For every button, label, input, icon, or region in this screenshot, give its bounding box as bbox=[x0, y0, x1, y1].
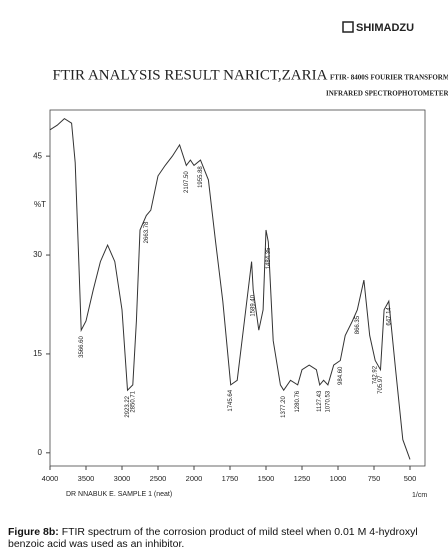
peak-label: 2923.22 bbox=[125, 395, 131, 417]
peak-label: 1070.53 bbox=[325, 390, 331, 412]
peak-label: 1745.64 bbox=[228, 389, 234, 411]
peak-label: 2107.50 bbox=[184, 171, 190, 193]
peak-label: 1280.76 bbox=[295, 390, 301, 412]
peak-label: 1484.35 bbox=[266, 247, 272, 269]
peak-label: 647.14 bbox=[386, 307, 392, 326]
sample-label: DR NNABUK E. SAMPLE 1 (neat) bbox=[66, 491, 172, 498]
plot-frame bbox=[49, 109, 426, 467]
peak-label: 866.35 bbox=[355, 315, 361, 334]
x-tick-label: 3000 bbox=[114, 474, 131, 483]
chart-title: FTIR ANALYSIS RESULT NARICT,ZARIA bbox=[53, 67, 328, 83]
peak-label: 3566.60 bbox=[79, 336, 85, 358]
x-tick-label: 3500 bbox=[78, 474, 95, 483]
x-tick-label: 2500 bbox=[150, 474, 167, 483]
chart: SHIMADZU FTIR ANALYSIS RESULT NARICT,ZAR… bbox=[33, 21, 448, 499]
caption-label: Figure 8b: bbox=[8, 526, 59, 538]
y-axis-label: %T bbox=[34, 200, 46, 209]
x-tick-label: 2000 bbox=[186, 474, 203, 483]
x-tick-label: 1750 bbox=[222, 474, 239, 483]
instrument: FTIR- 8400S FOURIER TRANSFORM bbox=[330, 74, 448, 82]
instrument: INFRARED SPECTROPHOTOMETER bbox=[326, 90, 448, 98]
peak-label: 1127.43 bbox=[317, 390, 323, 412]
peak-label: 1589.40 bbox=[251, 294, 257, 316]
logo-icon bbox=[342, 21, 354, 33]
y-tick-label: 0 bbox=[38, 448, 43, 457]
peak-label: 2850.71 bbox=[130, 390, 136, 412]
x-tick-label: 500 bbox=[404, 474, 417, 483]
x-tick-label: 1500 bbox=[258, 474, 275, 483]
x-tick-label: 4000 bbox=[42, 474, 59, 483]
peak-label: 2663.78 bbox=[144, 221, 150, 243]
peak-label: 1955.88 bbox=[198, 166, 204, 188]
peak-label: 1377.20 bbox=[281, 395, 287, 417]
peak-label: 705.97 bbox=[378, 375, 384, 394]
peak-label: 984.60 bbox=[338, 366, 344, 385]
brand: SHIMADZU bbox=[356, 22, 414, 34]
caption: Figure 8b: FTIR spectrum of the corrosio… bbox=[8, 526, 440, 550]
peak-label: 742.92 bbox=[373, 365, 379, 384]
x-tick-label: 1250 bbox=[294, 474, 311, 483]
y-tick-label: 15 bbox=[33, 349, 42, 358]
y-tick-label: 45 bbox=[33, 151, 42, 160]
spectrum-line bbox=[49, 117, 411, 460]
x-axis-label: 1/cm bbox=[412, 492, 427, 499]
x-tick-label: 1000 bbox=[330, 474, 347, 483]
caption-text: FTIR spectrum of the corrosion product o… bbox=[8, 526, 418, 550]
y-tick-label: 30 bbox=[33, 250, 42, 259]
x-tick-label: 750 bbox=[368, 474, 381, 483]
